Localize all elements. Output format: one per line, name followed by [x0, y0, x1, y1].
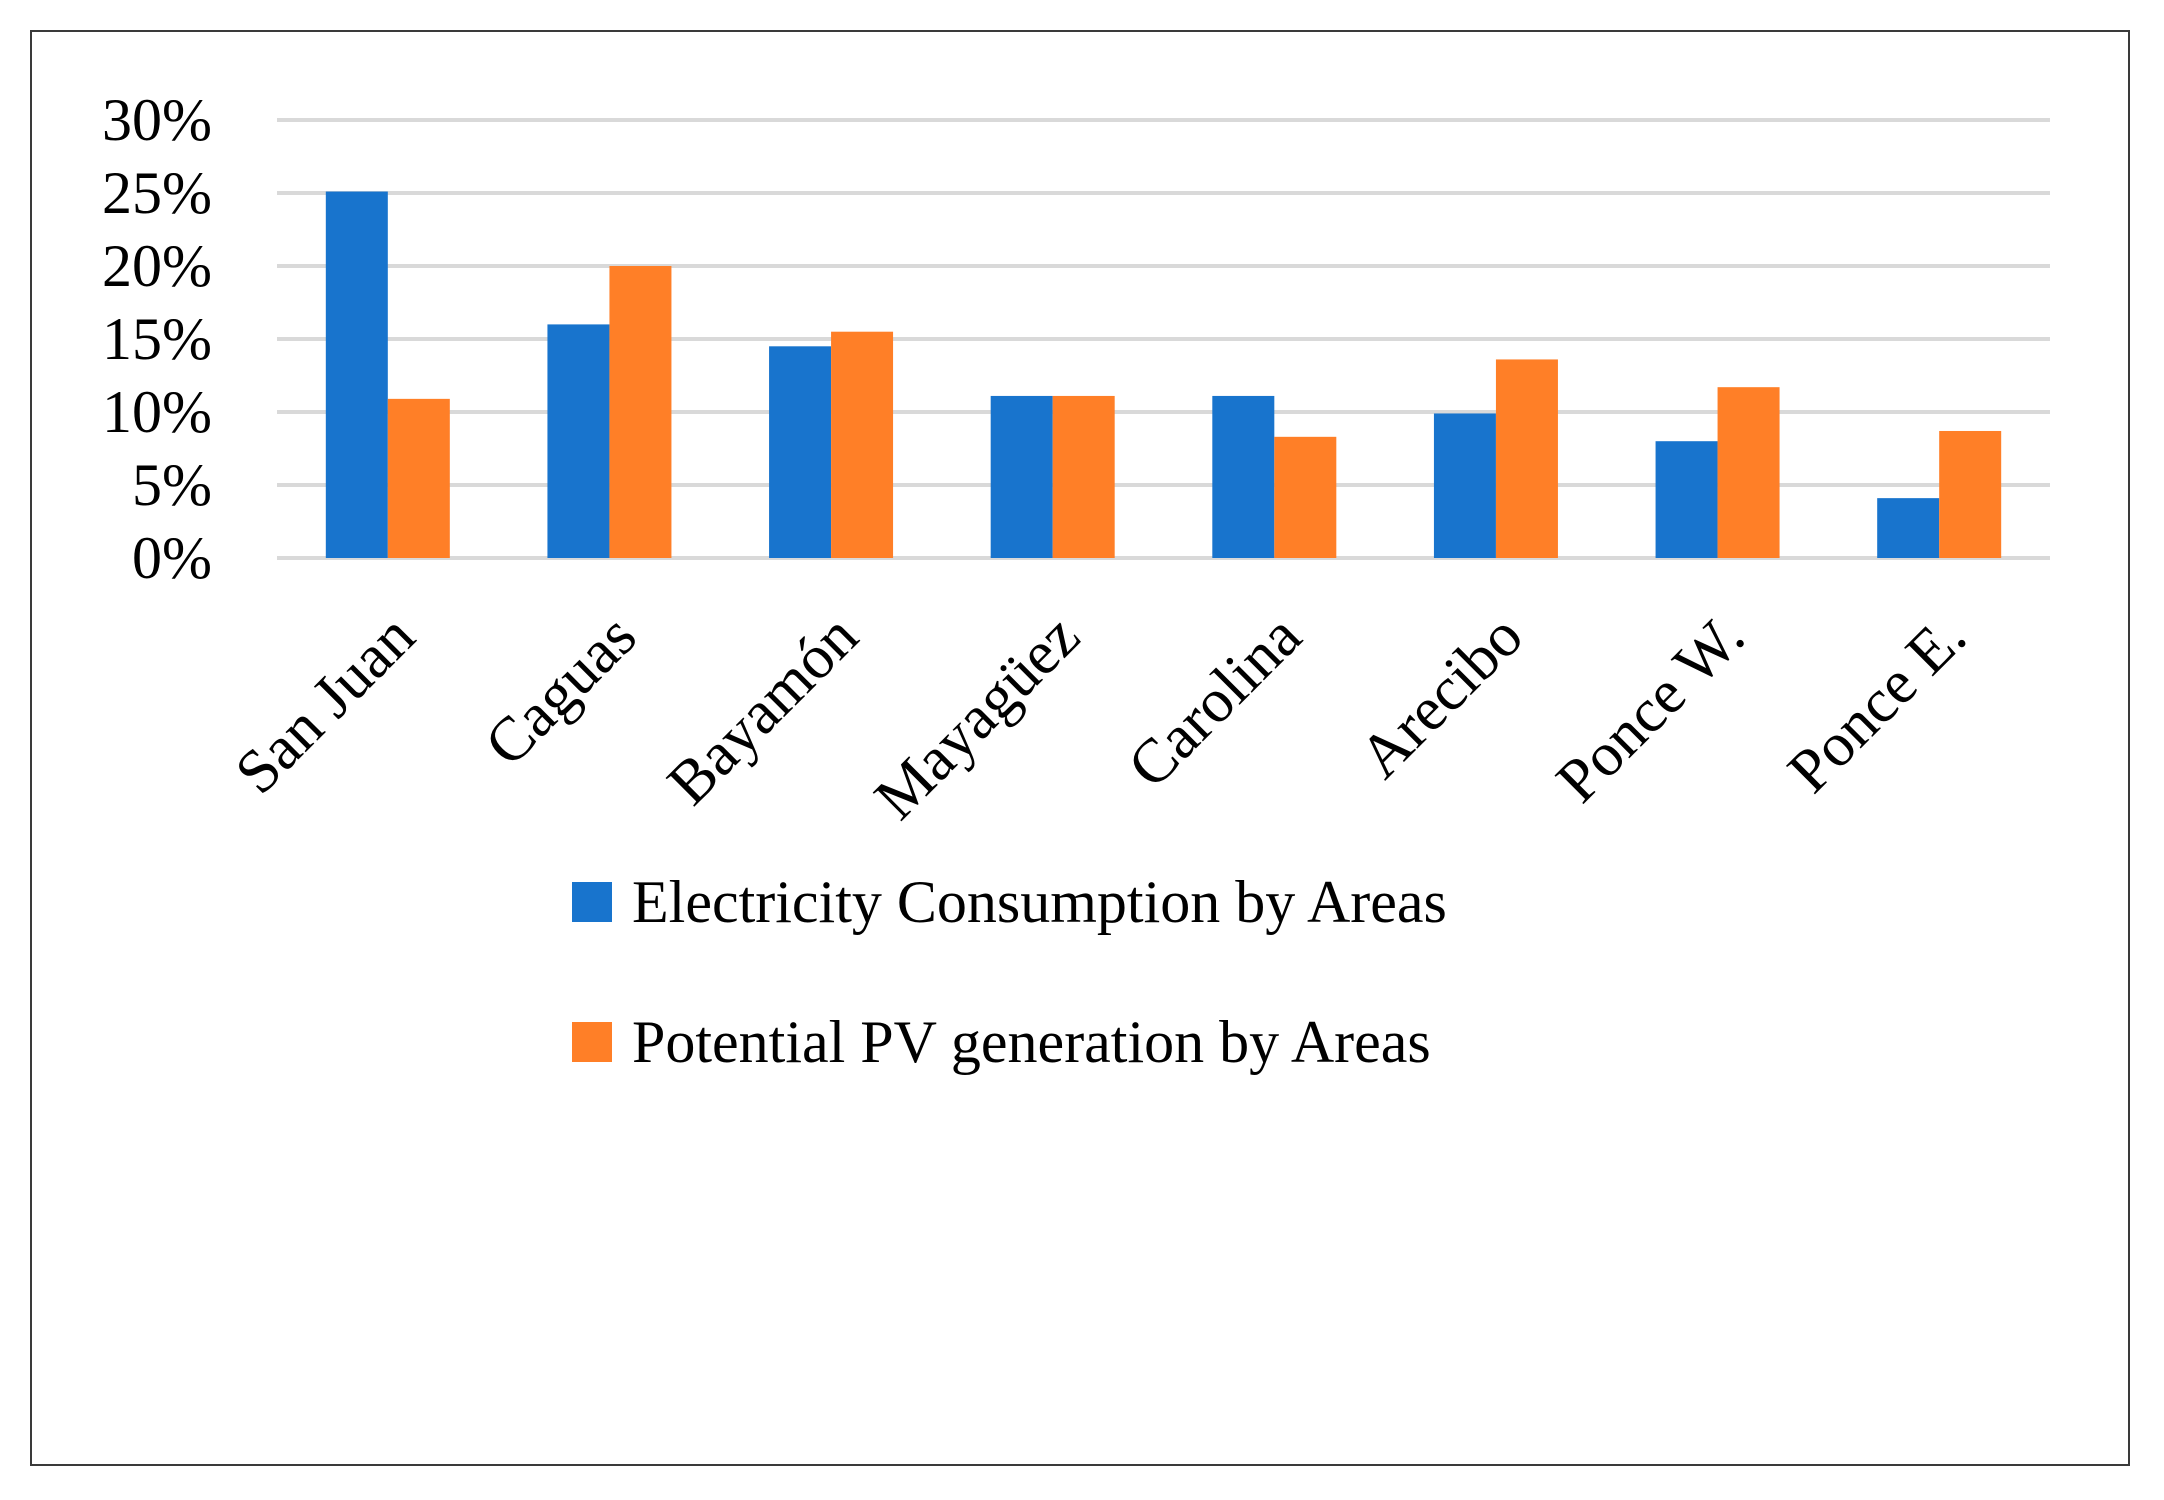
category-label: Arecibo [1347, 602, 1536, 791]
category-label: Mayagüez [862, 602, 1093, 833]
legend-label-1: Potential PV generation by Areas [632, 1009, 1431, 1075]
bar-pv-7 [1939, 430, 2002, 558]
bar-consumption-0 [325, 191, 388, 559]
bar-pv-4 [1274, 436, 1337, 558]
bar-consumption-2 [769, 346, 832, 558]
category-label: Carolina [1115, 602, 1314, 801]
y-tick-label: 25% [102, 160, 212, 226]
bar-pv-2 [831, 331, 894, 558]
category-label: Caguas [472, 602, 649, 779]
bar-pv-1 [609, 266, 672, 558]
bar-consumption-6 [1655, 441, 1718, 558]
bar-consumption-1 [547, 324, 610, 558]
gridlines [277, 118, 2050, 560]
legend-swatch-1 [572, 1022, 612, 1062]
bar-consumption-3 [990, 395, 1053, 558]
y-tick-label: 30% [102, 87, 212, 153]
chart-frame: 0% 5% 10% 15% 20% 25% 30% San Juan Caguas Bayamó… [30, 30, 2130, 1466]
category-label: Ponce E. [1775, 602, 1979, 806]
bar-consumption-7 [1877, 498, 1940, 558]
category-label: Ponce W. [1544, 602, 1758, 816]
legend-swatch-0 [572, 882, 612, 922]
bar-chart: 0% 5% 10% 15% 20% 25% 30% San Juan Caguas Bayamó… [102, 87, 2050, 1075]
bar-pv-5 [1495, 359, 1558, 558]
y-axis-ticks: 0% 5% 10% 15% 20% 25% 30% [102, 87, 212, 591]
y-tick-label: 15% [102, 306, 212, 372]
category-label: Bayamón [655, 602, 871, 818]
legend: Electricity Consumption by Areas Potentia… [572, 869, 1447, 1075]
legend-label-0: Electricity Consumption by Areas [632, 869, 1447, 935]
bar-consumption-5 [1433, 413, 1496, 558]
y-tick-label: 0% [132, 525, 212, 591]
y-tick-label: 5% [132, 452, 212, 518]
bar-pv-3 [1052, 395, 1115, 558]
y-tick-label: 20% [102, 233, 212, 299]
bar-pv-0 [387, 398, 450, 558]
bar-consumption-4 [1212, 395, 1275, 558]
bars [325, 191, 2002, 559]
bar-pv-6 [1717, 387, 1780, 558]
y-tick-label: 10% [102, 379, 212, 445]
category-label: San Juan [223, 602, 428, 807]
